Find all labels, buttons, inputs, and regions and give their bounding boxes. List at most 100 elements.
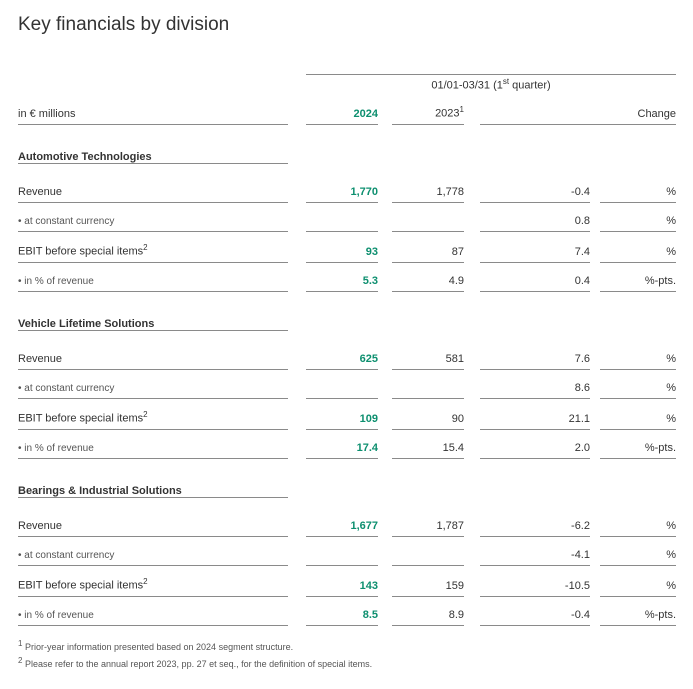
val-2023: 15.4: [392, 430, 464, 459]
val-2024: [306, 370, 378, 399]
val-2023: 1,787: [392, 506, 464, 537]
page: Key financials by division 01/01-03/31 (…: [0, 0, 693, 689]
val-2024: 17.4: [306, 430, 378, 459]
val-2023: 159: [392, 566, 464, 597]
bis-cc-row: • at constant currency -4.1 %: [18, 537, 676, 566]
val-change: 7.6: [480, 339, 590, 370]
period-label-pre: 01/01-03/31 (1: [431, 80, 503, 92]
period-label-post: quarter): [509, 80, 551, 92]
row-label: • at constant currency: [18, 537, 288, 566]
val-change: -0.4: [480, 597, 590, 626]
col-2024: 2024: [306, 92, 378, 125]
val-change: 0.4: [480, 263, 590, 292]
footnote-1: 1 Prior-year information presented based…: [18, 638, 675, 655]
val-change: -0.4: [480, 172, 590, 203]
footnote-2: 2 Please refer to the annual report 2023…: [18, 655, 675, 672]
row-label: EBIT before special items2: [18, 399, 288, 430]
val-2023: [392, 537, 464, 566]
period-label: 01/01-03/31 (1st quarter): [306, 75, 676, 92]
val-2023: 90: [392, 399, 464, 430]
row-label-sup: 2: [143, 410, 147, 419]
row-label: • in % of revenue: [18, 263, 288, 292]
val-unit: %-pts.: [600, 430, 676, 459]
section-auto: Automotive Technologies: [18, 133, 676, 164]
column-header-row: in € millions 2024 20231 Change: [18, 92, 676, 125]
val-2023: 1,778: [392, 172, 464, 203]
val-2024: 93: [306, 232, 378, 263]
section-vls: Vehicle Lifetime Solutions: [18, 300, 676, 331]
val-2023: 4.9: [392, 263, 464, 292]
val-2024: [306, 537, 378, 566]
val-2024: 109: [306, 399, 378, 430]
row-label: Revenue: [18, 506, 288, 537]
row-label: • in % of revenue: [18, 430, 288, 459]
val-2023: 581: [392, 339, 464, 370]
val-unit: %: [600, 506, 676, 537]
val-change: -10.5: [480, 566, 590, 597]
val-change: 2.0: [480, 430, 590, 459]
row-label-text: EBIT before special items: [18, 246, 143, 258]
vls-revenue-row: Revenue 625 581 7.6 %: [18, 339, 676, 370]
footnotes: 1 Prior-year information presented based…: [18, 638, 675, 671]
col-2023-text: 2023: [435, 108, 459, 120]
vls-ebit-row: EBIT before special items2 109 90 21.1 %: [18, 399, 676, 430]
val-2024: [306, 203, 378, 232]
row-label: Revenue: [18, 339, 288, 370]
val-change: 7.4: [480, 232, 590, 263]
val-change: -4.1: [480, 537, 590, 566]
col-2023-sup: 1: [460, 105, 464, 114]
val-unit: %: [600, 566, 676, 597]
val-unit: %-pts.: [600, 263, 676, 292]
row-label: Revenue: [18, 172, 288, 203]
page-title: Key financials by division: [18, 14, 675, 36]
row-label-text: EBIT before special items: [18, 413, 143, 425]
auto-pct-row: • in % of revenue 5.3 4.9 0.4 %-pts.: [18, 263, 676, 292]
footnote-2-text: Please refer to the annual report 2023, …: [22, 659, 372, 669]
val-2024: 5.3: [306, 263, 378, 292]
row-label: • in % of revenue: [18, 597, 288, 626]
section-bis-name: Bearings & Industrial Solutions: [18, 467, 288, 498]
section-auto-name: Automotive Technologies: [18, 133, 288, 164]
val-2023: 8.9: [392, 597, 464, 626]
val-2024: 625: [306, 339, 378, 370]
val-change: 0.8: [480, 203, 590, 232]
row-label: EBIT before special items2: [18, 232, 288, 263]
row-label-sup: 2: [143, 243, 147, 252]
bis-revenue-row: Revenue 1,677 1,787 -6.2 %: [18, 506, 676, 537]
bis-pct-row: • in % of revenue 8.5 8.9 -0.4 %-pts.: [18, 597, 676, 626]
val-unit: %: [600, 232, 676, 263]
section-vls-name: Vehicle Lifetime Solutions: [18, 300, 288, 331]
section-bis: Bearings & Industrial Solutions: [18, 467, 676, 498]
val-2024: 143: [306, 566, 378, 597]
val-2024: 8.5: [306, 597, 378, 626]
val-change: 8.6: [480, 370, 590, 399]
vls-cc-row: • at constant currency 8.6 %: [18, 370, 676, 399]
val-unit: %: [600, 537, 676, 566]
val-unit: %: [600, 203, 676, 232]
row-label-sup: 2: [143, 577, 147, 586]
unit-label: in € millions: [18, 92, 288, 125]
auto-revenue-row: Revenue 1,770 1,778 -0.4 %: [18, 172, 676, 203]
val-2023: [392, 203, 464, 232]
val-2023: 87: [392, 232, 464, 263]
vls-pct-row: • in % of revenue 17.4 15.4 2.0 %-pts.: [18, 430, 676, 459]
row-label: • at constant currency: [18, 370, 288, 399]
val-unit: %: [600, 370, 676, 399]
val-unit: %: [600, 339, 676, 370]
val-unit: %: [600, 172, 676, 203]
footnote-1-text: Prior-year information presented based o…: [22, 642, 293, 652]
row-label: • at constant currency: [18, 203, 288, 232]
val-unit: %: [600, 399, 676, 430]
financials-table: 01/01-03/31 (1st quarter) in € millions …: [18, 70, 676, 626]
row-label-text: EBIT before special items: [18, 580, 143, 592]
val-2023: [392, 370, 464, 399]
period-row: 01/01-03/31 (1st quarter): [18, 70, 676, 92]
val-change: -6.2: [480, 506, 590, 537]
col-2023: 20231: [392, 92, 464, 125]
row-label: EBIT before special items2: [18, 566, 288, 597]
val-2024: 1,770: [306, 172, 378, 203]
val-change: 21.1: [480, 399, 590, 430]
auto-cc-row: • at constant currency 0.8 %: [18, 203, 676, 232]
auto-ebit-row: EBIT before special items2 93 87 7.4 %: [18, 232, 676, 263]
val-unit: %-pts.: [600, 597, 676, 626]
